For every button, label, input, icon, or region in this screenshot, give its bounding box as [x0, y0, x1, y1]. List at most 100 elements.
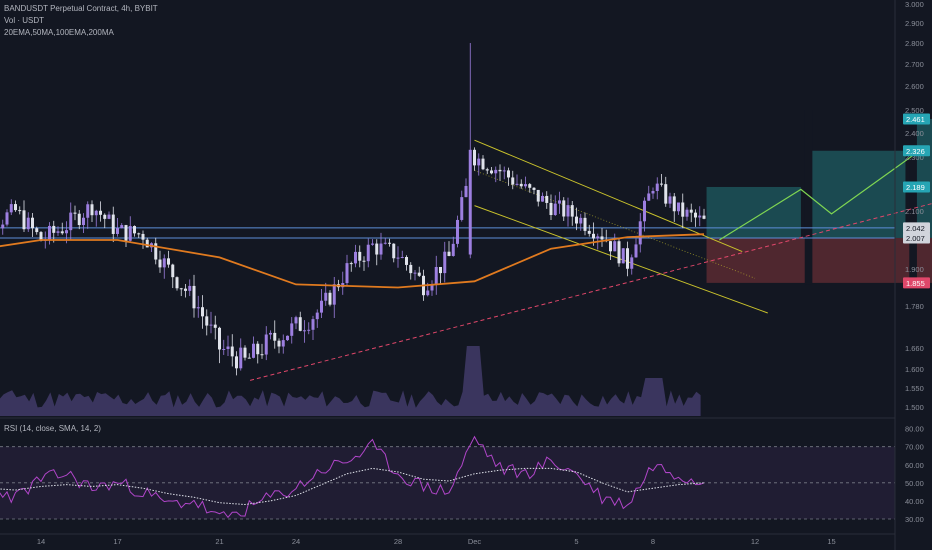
candle-body-27: [77, 213, 81, 226]
candle-80: [303, 320, 306, 343]
rsi-pane: [0, 417, 895, 520]
price-tick-1: 2.900: [905, 19, 924, 28]
candle-13: [18, 206, 22, 215]
candle-143: [570, 200, 574, 226]
candle-body-58: [209, 324, 213, 326]
candle-body-13: [18, 210, 22, 212]
volume-legend[interactable]: Vol · USDT: [4, 16, 45, 25]
price-tag-label-1: 2.326: [906, 147, 925, 156]
candle-152: [609, 240, 612, 260]
candle-body-26: [73, 212, 77, 214]
candle-128: [507, 167, 510, 186]
time-tick-3: 24: [292, 537, 300, 546]
candle-107: [417, 266, 421, 277]
candle-body-127: [502, 170, 506, 172]
candle-body-113: [443, 251, 447, 274]
candle-body-74: [277, 340, 281, 347]
candle-138: [549, 194, 553, 220]
candle-160: [643, 197, 646, 232]
candle-82: [311, 315, 315, 341]
candle-body-16: [31, 217, 34, 229]
candle-body-43: [145, 239, 149, 248]
candle-body-121: [477, 158, 481, 166]
candle-body-169: [681, 202, 685, 217]
price-tag-3: 2.042: [903, 222, 930, 234]
price-axis[interactable]: 3.000 2.900 2.800 2.700 2.600 2.500 2.400 2.300…: [894, 0, 924, 550]
candle-17: [35, 226, 39, 235]
candle-155: [621, 248, 625, 264]
candle-body-21: [52, 225, 56, 233]
candle-156: [626, 241, 629, 277]
candle-body-62: [226, 346, 230, 349]
ma-legend[interactable]: 20EMA,50MA,100EMA,200MA: [4, 28, 114, 37]
target-zone-1: [706, 186, 801, 238]
price-tick-13: 1.550: [905, 384, 924, 393]
candle-body-80: [303, 330, 306, 332]
price-tag-box-1: [903, 145, 930, 157]
candle-body-161: [647, 193, 651, 201]
candle-body-22: [56, 231, 60, 233]
candle-body-158: [634, 244, 638, 258]
candle-body-42: [141, 233, 145, 240]
candle-body-156: [626, 248, 629, 269]
candle-146: [583, 212, 587, 236]
candle-115: [451, 236, 455, 257]
candle-body-172: [694, 212, 697, 218]
price-tick-9: 1.900: [905, 265, 924, 274]
candle-body-132: [524, 184, 527, 187]
price-tag-box-0: [903, 113, 930, 125]
candle-116: [456, 215, 459, 248]
candle-body-24: [65, 230, 68, 234]
candle-114: [447, 241, 451, 257]
candle-body-70: [260, 354, 264, 356]
candle-body-96: [371, 243, 374, 245]
candle-body-53: [188, 285, 192, 291]
time-tick-2: 21: [215, 537, 223, 546]
candle-172: [694, 209, 697, 227]
rsi-legend[interactable]: RSI (14, close, SMA, 14, 2): [4, 424, 101, 433]
price-tick-6: 2.400: [905, 129, 924, 138]
candle-75: [281, 334, 285, 354]
candle-100: [388, 238, 391, 247]
candle-120: [473, 147, 476, 171]
candle-78: [294, 315, 298, 330]
candle-body-110: [430, 284, 434, 291]
volume-area: [0, 346, 701, 416]
candle-body-122: [481, 158, 485, 170]
candle-body-57: [205, 316, 209, 326]
candle-body-115: [451, 243, 455, 256]
candle-body-60: [218, 327, 221, 350]
candle-body-168: [677, 202, 680, 212]
candle-body-130: [515, 183, 519, 185]
time-axis[interactable]: 14 17 21 24 28 Dec 5 8 12 15: [0, 533, 895, 546]
candle-123: [485, 167, 489, 175]
candle-127: [502, 166, 506, 180]
candle-body-160: [643, 200, 646, 222]
candle-body-83: [315, 312, 319, 320]
candle-147: [587, 224, 591, 237]
candle-body-37: [120, 225, 124, 229]
candle-26: [73, 205, 77, 221]
candle-145: [579, 213, 583, 231]
candle-body-45: [154, 243, 158, 260]
candle-62: [226, 335, 230, 357]
time-tick-0: 14: [37, 537, 45, 546]
candle-body-100: [388, 242, 391, 244]
time-tick-4: 28: [394, 537, 402, 546]
candle-87: [332, 276, 336, 318]
candle-157: [630, 254, 634, 275]
candle-body-9: [1, 224, 5, 229]
price-tick-2: 2.800: [905, 39, 924, 48]
price-tag-4: 2.007: [903, 232, 930, 244]
candle-body-136: [541, 195, 544, 202]
candle-45: [154, 237, 158, 265]
rsi-tick-0: 80.00: [905, 425, 924, 434]
candle-body-140: [558, 200, 561, 204]
zone-gap-2: [909, 110, 917, 285]
symbol-title[interactable]: BANDUSDT Perpetual Contract, 4h, BYBIT: [4, 4, 158, 13]
candle-body-166: [668, 196, 672, 204]
candle-92: [354, 244, 357, 268]
candle-body-162: [651, 190, 655, 194]
